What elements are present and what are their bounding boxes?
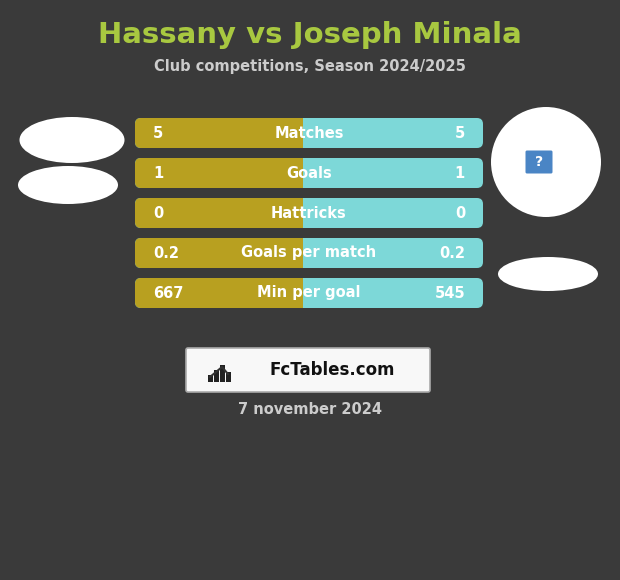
Text: Min per goal: Min per goal [257, 285, 361, 300]
Text: 0.2: 0.2 [439, 245, 465, 260]
FancyBboxPatch shape [135, 158, 483, 188]
Text: ?: ? [535, 155, 543, 169]
FancyBboxPatch shape [526, 150, 552, 173]
Ellipse shape [498, 257, 598, 291]
Text: 0: 0 [454, 205, 465, 220]
FancyBboxPatch shape [135, 118, 309, 148]
Text: Goals: Goals [286, 165, 332, 180]
Text: 545: 545 [435, 285, 465, 300]
Bar [303, 278, 311, 308]
Text: 0: 0 [153, 205, 163, 220]
Text: Club competitions, Season 2024/2025: Club competitions, Season 2024/2025 [154, 60, 466, 74]
Ellipse shape [18, 166, 118, 204]
Text: Goals per match: Goals per match [241, 245, 376, 260]
Bar [214, 370, 218, 382]
Text: 667: 667 [153, 285, 184, 300]
FancyBboxPatch shape [135, 278, 309, 308]
Text: 0.2: 0.2 [153, 245, 179, 260]
Bar [208, 375, 213, 382]
FancyBboxPatch shape [135, 238, 483, 268]
Bar [303, 158, 311, 188]
FancyBboxPatch shape [135, 118, 483, 148]
Text: Hattricks: Hattricks [271, 205, 347, 220]
Text: 7 november 2024: 7 november 2024 [238, 403, 382, 418]
Text: 5: 5 [153, 125, 163, 140]
Circle shape [491, 107, 601, 217]
Bar [303, 118, 311, 148]
Text: Hassany vs Joseph Minala: Hassany vs Joseph Minala [98, 21, 522, 49]
Bar [220, 365, 224, 382]
Bar [226, 372, 231, 382]
Bar [303, 238, 311, 268]
Bar [303, 198, 311, 228]
FancyBboxPatch shape [135, 238, 309, 268]
Text: 1: 1 [454, 165, 465, 180]
Text: 5: 5 [454, 125, 465, 140]
FancyBboxPatch shape [135, 158, 309, 188]
Text: 1: 1 [153, 165, 163, 180]
FancyBboxPatch shape [135, 198, 309, 228]
FancyBboxPatch shape [135, 278, 483, 308]
Text: Matches: Matches [274, 125, 343, 140]
Ellipse shape [19, 117, 125, 163]
Text: FcTables.com: FcTables.com [269, 361, 395, 379]
FancyBboxPatch shape [186, 348, 430, 392]
FancyBboxPatch shape [135, 198, 483, 228]
